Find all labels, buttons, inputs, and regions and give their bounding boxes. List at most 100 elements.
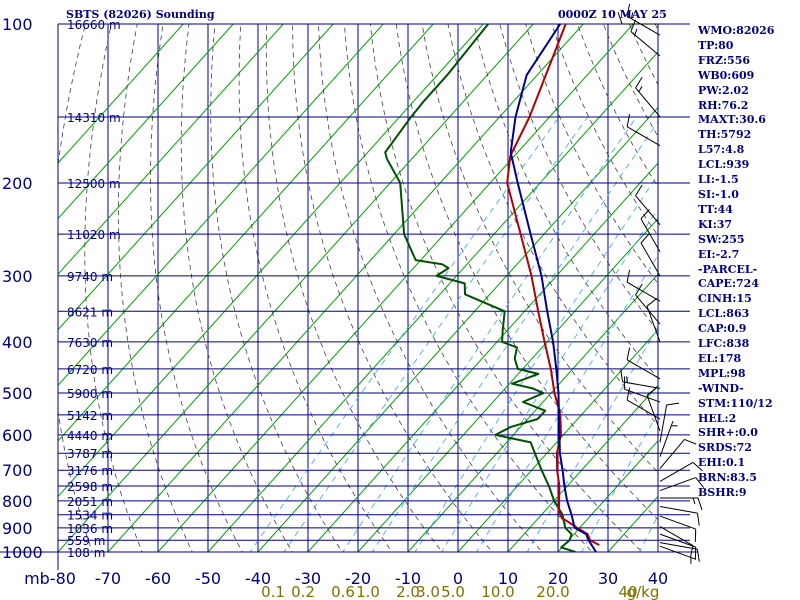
wind-barb-flag [626, 3, 631, 17]
dry-adiabat-line [395, 24, 658, 521]
wind-barbs [617, 3, 704, 564]
wind-barb-staff [626, 126, 661, 147]
temperature-tick-label: -20 [345, 569, 371, 588]
wind-barb-staff [659, 404, 668, 443]
skewed-isotherm-line [157, 24, 634, 552]
wind-barb-staff [626, 281, 661, 302]
wind-barb-staff [659, 477, 696, 492]
dry-adiabat-line [238, 24, 393, 552]
mixing-ratio-label: 40 [618, 583, 637, 600]
index-item: PW:2.02 [698, 83, 749, 97]
index-item: LI:-1.5 [698, 173, 739, 187]
wind-barb-staff [659, 526, 694, 546]
skewed-isotherm-line [58, 24, 334, 331]
index-item: SHR+:0.0 [698, 426, 758, 440]
wind-barb-staff [659, 542, 698, 550]
temperature-line [509, 24, 597, 552]
height-tick-label: 9740 m [67, 270, 113, 284]
mixing-ratio-label: 1.0 [356, 583, 380, 600]
wind-barb-half-flag [638, 86, 643, 92]
wind-barb-staff [626, 359, 661, 380]
dry-adiabat-line [265, 24, 443, 552]
pressure-tick-label: 800 [2, 492, 33, 511]
height-tick-label: 108 m [67, 546, 105, 560]
skewed-isotherm-line [107, 24, 584, 552]
wind-barb-flag [626, 347, 631, 360]
wind-barb-staff [640, 218, 661, 253]
skewed-isotherm-line [58, 24, 284, 275]
wind-barb-flag [626, 269, 631, 283]
wind-barb-flag [684, 438, 697, 445]
mixing-ratio-line [283, 116, 588, 552]
wind-barb-flag [646, 297, 658, 307]
dry-adiabat-line [421, 24, 658, 473]
temperature-tick-label: 20 [548, 569, 568, 588]
wind-barb-half-flag [626, 376, 628, 383]
pressure-tick-label: 600 [2, 426, 33, 445]
wind-barb-staff [635, 294, 661, 325]
mixing-ratio-label: 5.0 [441, 583, 465, 600]
index-item: LCL:939 [698, 158, 750, 172]
temperature-tick-label: -40 [245, 569, 271, 588]
dry-adiabat-line [369, 24, 643, 552]
height-tick-label: 2051 m [67, 495, 113, 509]
dry-adiabat-line [292, 24, 493, 552]
index-item: EI:-2.7 [698, 247, 740, 261]
wind-barb-staff [640, 242, 661, 277]
sounding-indices-panel: WMO:82026 TP:80 FRZ:556 WB0:609 PW:2.02 RH:76… [698, 24, 800, 501]
skewed-isotherm-line [207, 51, 658, 552]
index-item: TP:80 [698, 38, 734, 52]
temperature-tick-label: 10 [498, 569, 518, 588]
mixing-ratio-line [371, 120, 658, 552]
dewpoint-line [384, 24, 576, 552]
dry-adiabat-line [84, 24, 143, 552]
skewed-isotherm-line [58, 24, 384, 387]
pressure-tick-label: 1000 [2, 543, 43, 562]
index-item: BRN:83.5 [698, 471, 757, 485]
wind-barb-flag [617, 11, 623, 25]
wind-barb-staff [646, 395, 661, 432]
index-item: MPL:98 [698, 366, 746, 380]
pressure-tick-label: 300 [2, 267, 33, 286]
chart-datetime: 0000Z 10 MAY 25 [558, 8, 667, 21]
height-tick-label: 4440 m [67, 429, 113, 443]
skewed-isotherm-line [307, 162, 658, 552]
height-tick-label: 2598 m [67, 480, 113, 494]
skewed-isotherm-line [457, 329, 658, 552]
temperature-tick-label: mb-80 [24, 569, 76, 588]
wind-barb-flag [640, 233, 650, 244]
wind-barb-flag [697, 497, 703, 511]
pressure-tick-label: 200 [2, 174, 33, 193]
skewed-isotherm-line [557, 440, 658, 552]
index-item: BSHR:9 [698, 486, 747, 500]
sounding-series [384, 24, 600, 552]
wind-barb-flag [696, 513, 700, 526]
index-item: RH:76.2 [698, 98, 749, 112]
mixing-ratio-label: 3.0 [416, 583, 440, 600]
index-item: TH:5792 [698, 128, 752, 142]
wind-barb-staff [659, 545, 696, 560]
pressure-grid [0, 23, 698, 570]
wind-barb-flag [630, 19, 637, 32]
temperature-tick-label: 0 [453, 569, 463, 588]
mixing-ratio-label: 0.1 [261, 583, 285, 600]
wind-barb-staff [635, 87, 661, 118]
pressure-tick-label: 500 [2, 384, 33, 403]
temperature-tick-label: -10 [395, 569, 421, 588]
skewed-isotherm-line [58, 24, 534, 552]
skewed-isotherm-line [58, 24, 484, 498]
index-item: L57:4.8 [698, 143, 745, 157]
wind-barb-staff [646, 306, 661, 343]
index-item: CAPE:724 [698, 277, 759, 291]
wind-barb-staff [659, 515, 696, 530]
dry-adiabat-line [210, 24, 343, 552]
wind-barb-staff [659, 420, 674, 457]
skewed-isotherm-line [357, 217, 658, 552]
temperature-tick-label: -50 [195, 569, 221, 588]
dry-adiabats [58, 24, 658, 552]
moist-adiabats [58, 24, 658, 552]
index-item: MAXT:30.6 [698, 113, 766, 127]
temperature-tick-label: -70 [95, 569, 121, 588]
wind-barb-half-flag [692, 497, 696, 505]
